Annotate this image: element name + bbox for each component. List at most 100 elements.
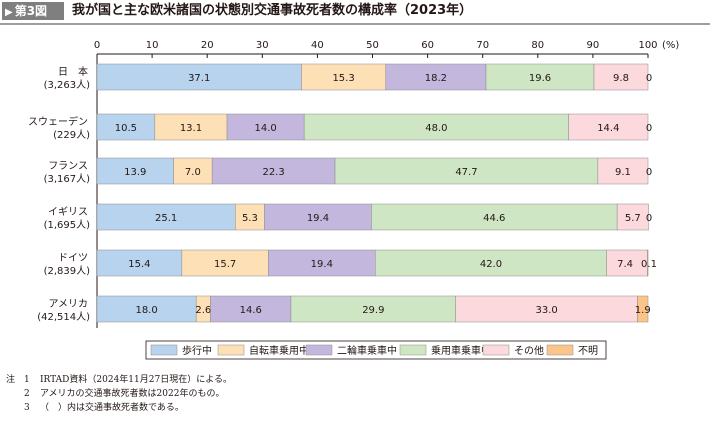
bar-segment [593,63,649,91]
value-label: 18.2 [425,73,447,84]
x-tick-label: 90 [587,40,600,51]
x-tick-label: 10 [146,40,159,51]
value-label: 42.0 [480,259,502,270]
note-label: 注 [6,375,16,385]
stacked-bar-chart: 0 10 20 30 40 50 60 70 80 90 100 (%) 日 本(3,263人) 37.1… [28,40,679,360]
category-label: アメリカ [49,298,89,310]
value-label: 0 [646,73,652,84]
value-label: 10.5 [115,123,137,134]
triangle-icon: ▶ [5,7,13,18]
value-label: 0 [646,167,652,178]
bar-segment [637,295,649,323]
x-tick-label: 60 [421,40,434,51]
figure-badge: ▶ 第3図 [2,2,64,20]
value-label: 18.0 [135,305,157,316]
legend-label: 歩行中 [182,344,212,357]
note-text: アメリカの交通事故死者数は2022年のもの。 [40,389,225,399]
value-label: 14.6 [240,305,262,316]
notes: 注 1 IRTAD資料（2024年11月27日現在）による。 2 アメリカの交通事故死… [6,373,232,415]
category-count: (3,167人) [44,173,91,185]
value-label: 13.1 [180,123,202,134]
bar-segment [290,295,456,323]
value-label: 33.0 [535,305,557,316]
value-label: 15.7 [214,259,236,270]
category-count: (2,839人) [44,265,91,277]
value-label: 7.4 [617,259,633,270]
value-label: 15.4 [128,259,150,270]
x-tick-label: 40 [311,40,324,51]
value-label: 0.1 [641,259,657,270]
bar-segment [235,203,265,231]
bar-segment [303,113,569,141]
value-label: 9.1 [615,167,631,178]
note-number: 2 [24,389,30,399]
bar-segment [96,157,174,185]
value-label: 22.3 [262,167,284,178]
bar-segment [455,295,638,323]
x-tick-label: 80 [531,40,544,51]
category-label: イギリス [48,206,88,218]
value-label: 37.1 [188,73,210,84]
legend-swatch [482,344,510,356]
bar-segment [375,249,607,277]
note-number: 3 [24,403,30,413]
value-label: 29.9 [362,305,384,316]
value-label: 48.0 [425,123,447,134]
value-label: 5.3 [242,213,258,224]
bar-segment [211,157,336,185]
category-label: 日 本 [58,65,88,78]
bar-segment [264,203,372,231]
value-label: 19.4 [307,213,329,224]
value-label: 0 [646,123,652,134]
x-tick-label: 100 [638,40,657,51]
bar-segment [154,113,228,141]
bar-segment [181,249,269,277]
bar-segment [334,157,599,185]
value-label: 7.0 [185,167,201,178]
category-label: スウェーデン [28,115,88,128]
legend-swatch [399,344,427,356]
legend-swatch [546,344,574,356]
bar-segment [597,157,649,185]
x-axis-unit: (%) [662,40,679,51]
bar-segment [606,249,648,277]
chart-title: 我が国と主な欧米諸国の状態別交通事故死者数の構成率（2023年） [72,3,473,18]
x-tick-label: 70 [476,40,489,51]
value-label: 0 [646,213,652,224]
bar-segment [385,63,487,91]
value-label: 19.4 [311,259,333,270]
value-label: 47.7 [455,167,477,178]
legend-label: 自転車乗用中 [249,344,309,357]
bar-segment [616,203,649,231]
note-text: IRTAD資料（2024年11月27日現在）による。 [40,375,232,385]
note-label [6,387,24,401]
x-tick-label: 0 [94,40,100,51]
value-label: 2.6 [195,305,211,316]
figure-header: ▶ 第3図 我が国と主な欧米諸国の状態別交通事故死者数の構成率（2023年） [0,0,710,25]
value-label: 19.6 [529,73,551,84]
value-label: 14.0 [254,123,276,134]
note-3: 3 （ ）内は交通事故死者数である。 [6,401,232,415]
value-label: 14.4 [597,123,619,134]
bar-segment [96,203,236,231]
category-count: (1,695人) [44,219,91,231]
bar-segment [301,63,386,91]
note-number: 1 [24,375,30,385]
bar-segment [96,113,156,141]
bar-segment [96,63,302,91]
legend-swatch [305,344,333,356]
value-label: 44.6 [483,213,505,224]
category-count: (3,263人) [44,79,91,91]
value-label: 13.9 [124,167,146,178]
category-label: フランス [48,160,88,172]
bar-segment [371,203,618,231]
legend-label: その他 [514,344,544,357]
category-count: (42,514人) [37,311,90,323]
value-label: 1.9 [635,305,651,316]
x-tick-label: 20 [201,40,214,51]
category-label: ドイツ [58,253,88,264]
value-label: 5.7 [625,213,641,224]
bar-segment [96,295,197,323]
note-2: 2 アメリカの交通事故死者数は2022年のもの。 [6,387,232,401]
category-count: (229人) [53,129,90,141]
